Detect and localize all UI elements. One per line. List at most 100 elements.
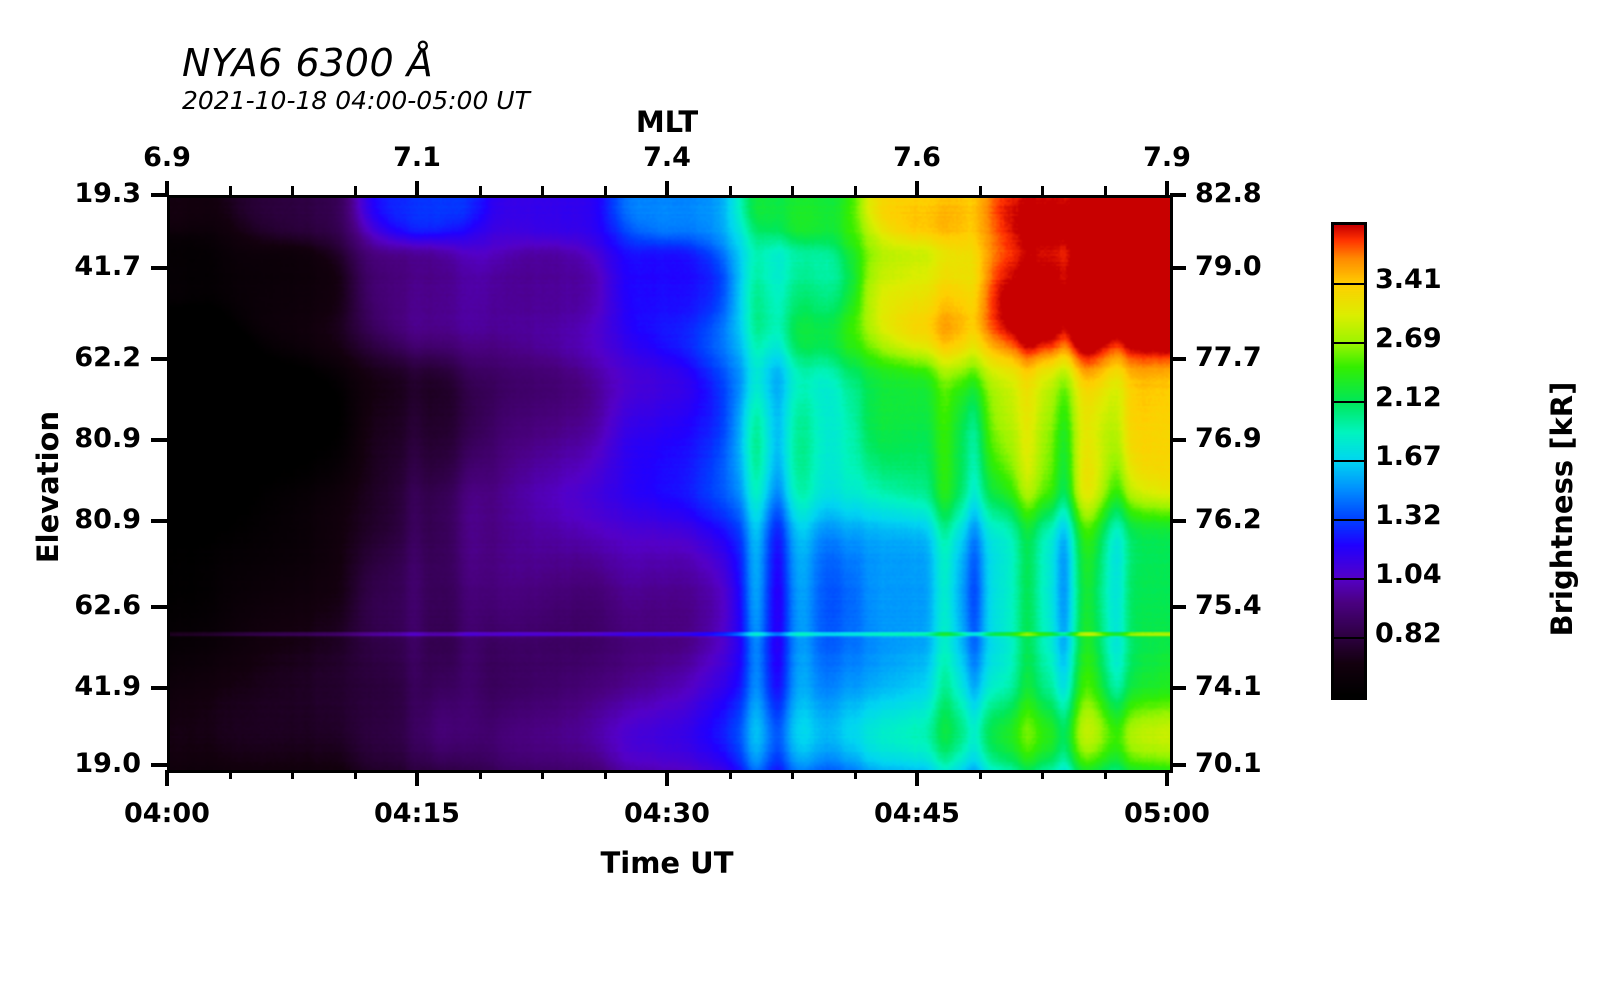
tick-mark xyxy=(151,605,167,609)
tick-mark xyxy=(604,186,607,195)
left-tick-label-6: 41.9 xyxy=(74,671,141,702)
tick-mark xyxy=(1041,770,1044,779)
tick-mark xyxy=(479,770,482,779)
colorbar-divider-6 xyxy=(1334,637,1364,639)
tick-mark xyxy=(854,186,857,195)
tick-mark xyxy=(151,686,167,690)
tick-mark xyxy=(151,266,167,270)
tick-mark xyxy=(979,770,982,779)
colorbar-tick-label-3: 1.67 xyxy=(1375,441,1442,472)
tick-mark xyxy=(151,193,167,197)
bottom-tick-label-2: 04:30 xyxy=(624,798,710,829)
tick-mark xyxy=(1170,193,1186,197)
left-tick-label-3: 80.9 xyxy=(74,422,141,454)
keogram-image xyxy=(170,198,1170,770)
tick-mark xyxy=(354,770,357,779)
page-title: NYA6 6300 Å xyxy=(182,41,434,85)
tick-mark xyxy=(291,186,294,195)
top-tick-label-2: 7.4 xyxy=(643,142,691,173)
tick-mark xyxy=(915,770,919,786)
tick-mark xyxy=(791,770,794,779)
tick-mark xyxy=(165,770,169,786)
colorbar-title: Brightness [kR] xyxy=(1545,381,1579,637)
right-tick-label-4: 76.2 xyxy=(1195,503,1262,535)
left-tick-label-0: 19.3 xyxy=(74,178,141,209)
tick-mark xyxy=(541,770,544,779)
bottom-axis-title: Time UT xyxy=(600,846,734,880)
tick-mark xyxy=(291,770,294,779)
brightness-colorbar xyxy=(1331,222,1367,700)
tick-mark xyxy=(229,186,232,195)
tick-mark xyxy=(1170,763,1186,767)
colorbar-tick-label-6: 0.82 xyxy=(1375,618,1442,649)
top-tick-label-0: 6.9 xyxy=(143,142,191,173)
tick-mark xyxy=(1170,357,1186,361)
left-tick-label-1: 41.7 xyxy=(74,250,141,282)
colorbar-tick-label-0: 3.41 xyxy=(1375,264,1442,295)
tick-mark xyxy=(151,438,167,442)
top-tick-label-4: 7.9 xyxy=(1143,142,1191,173)
tick-mark xyxy=(729,186,732,195)
tick-mark xyxy=(665,181,669,195)
left-tick-label-4: 80.9 xyxy=(74,503,141,535)
colorbar-divider-3 xyxy=(1334,460,1364,462)
keogram-plot-area xyxy=(167,195,1173,773)
right-tick-label-0: 82.8 xyxy=(1195,178,1262,209)
top-axis-title: MLT xyxy=(635,105,699,139)
tick-mark xyxy=(791,186,794,195)
right-tick-label-5: 75.4 xyxy=(1195,590,1262,621)
tick-mark xyxy=(915,181,919,195)
tick-mark xyxy=(1041,186,1044,195)
bottom-tick-label-4: 05:00 xyxy=(1124,798,1210,829)
tick-mark xyxy=(1104,186,1107,195)
colorbar-divider-0 xyxy=(1334,283,1364,285)
tick-mark xyxy=(165,181,169,195)
tick-mark xyxy=(729,770,732,779)
tick-mark xyxy=(415,770,419,786)
tick-mark xyxy=(229,770,232,779)
colorbar-divider-2 xyxy=(1334,401,1364,403)
colorbar-divider-4 xyxy=(1334,519,1364,521)
bottom-tick-label-1: 04:15 xyxy=(374,798,460,829)
top-tick-label-3: 7.6 xyxy=(893,142,941,173)
figure-subtitle: 2021-10-18 04:00-05:00 UT xyxy=(182,86,530,115)
top-tick-label-1: 7.1 xyxy=(393,142,441,173)
right-tick-label-7: 70.1 xyxy=(1195,747,1262,779)
left-tick-label-7: 19.0 xyxy=(74,747,141,779)
left-tick-label-2: 62.2 xyxy=(74,341,141,373)
tick-mark xyxy=(1170,686,1186,690)
tick-mark xyxy=(415,181,419,195)
tick-mark xyxy=(541,186,544,195)
tick-mark xyxy=(479,186,482,195)
tick-mark xyxy=(151,519,167,523)
tick-mark xyxy=(1170,266,1186,270)
figure-title-block: NYA6 6300 Å 2021-10-18 04:00-05:00 UT xyxy=(182,44,802,113)
tick-mark xyxy=(151,763,167,767)
colorbar-divider-1 xyxy=(1334,342,1364,344)
tick-mark xyxy=(354,186,357,195)
right-tick-label-1: 79.0 xyxy=(1195,250,1262,282)
bottom-tick-label-3: 04:45 xyxy=(874,798,960,829)
tick-mark xyxy=(854,770,857,779)
left-axis-title: Elevation xyxy=(31,410,65,564)
tick-mark xyxy=(1165,770,1169,786)
tick-mark xyxy=(1170,438,1186,442)
colorbar-tick-label-4: 1.32 xyxy=(1375,500,1442,531)
tick-mark xyxy=(979,186,982,195)
tick-mark xyxy=(604,770,607,779)
left-tick-label-5: 62.6 xyxy=(74,590,141,621)
colorbar-divider-5 xyxy=(1334,578,1364,580)
colorbar-tick-label-5: 1.04 xyxy=(1375,559,1442,590)
tick-mark xyxy=(151,357,167,361)
tick-mark xyxy=(1104,770,1107,779)
colorbar-tick-label-2: 2.12 xyxy=(1375,382,1442,413)
tick-mark xyxy=(1165,181,1169,195)
right-tick-label-2: 77.7 xyxy=(1195,341,1262,373)
colorbar-tick-label-1: 2.69 xyxy=(1375,323,1442,354)
bottom-tick-label-0: 04:00 xyxy=(124,798,210,829)
tick-mark xyxy=(1170,605,1186,609)
right-tick-label-3: 76.9 xyxy=(1195,422,1262,454)
tick-mark xyxy=(665,770,669,786)
tick-mark xyxy=(1170,519,1186,523)
